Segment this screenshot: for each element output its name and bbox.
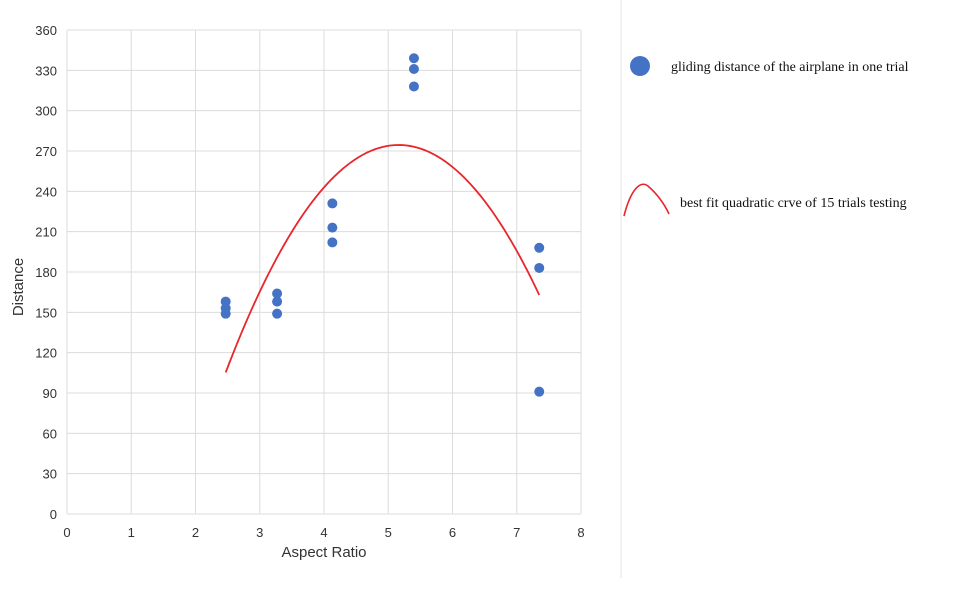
data-point	[272, 296, 283, 307]
x-tick-label: 8	[577, 525, 584, 540]
x-tick-label: 4	[320, 525, 327, 540]
y-tick-label: 330	[35, 63, 57, 78]
y-tick-label: 180	[35, 265, 57, 280]
y-tick-label: 300	[35, 104, 57, 119]
legend: gliding distance of the airplane in one …	[623, 56, 909, 217]
data-point	[272, 308, 283, 319]
y-tick-label: 90	[43, 386, 57, 401]
x-axis-ticks: 0 1 2 3 4 5 6 7 8	[63, 525, 584, 540]
y-tick-label: 150	[35, 305, 57, 320]
data-point	[327, 237, 338, 248]
y-tick-label: 240	[35, 184, 57, 199]
y-tick-label: 30	[43, 467, 57, 482]
x-tick-label: 7	[513, 525, 520, 540]
curve-layer	[224, 144, 541, 373]
x-tick-label: 3	[256, 525, 263, 540]
legend-item-curve: best fit quadratic crve of 15 trials tes…	[623, 183, 907, 217]
x-tick-label: 0	[63, 525, 70, 540]
data-point	[534, 262, 545, 273]
legend-label-points: gliding distance of the airplane in one …	[671, 60, 909, 75]
fit-curve	[224, 144, 541, 373]
x-tick-label: 1	[128, 525, 135, 540]
grid	[66, 29, 582, 515]
y-axis-ticks: 0 30 60 90 120 150 180 210 240 270 300 330 360	[35, 23, 57, 522]
y-tick-label: 0	[50, 507, 57, 522]
data-point	[408, 53, 419, 64]
data-point	[220, 308, 231, 319]
legend-label-curve: best fit quadratic crve of 15 trials tes…	[680, 196, 907, 211]
points-layer	[220, 53, 545, 397]
y-tick-label: 210	[35, 225, 57, 240]
y-tick-label: 360	[35, 23, 57, 38]
data-point	[408, 63, 419, 74]
y-tick-label: 120	[35, 346, 57, 361]
x-axis-title: Aspect Ratio	[281, 544, 366, 561]
y-tick-label: 60	[43, 426, 57, 441]
data-point	[534, 386, 545, 397]
legend-curve-swatch	[623, 183, 670, 217]
x-tick-label: 6	[449, 525, 456, 540]
x-tick-label: 2	[192, 525, 199, 540]
legend-point-swatch	[630, 56, 650, 76]
y-tick-label: 270	[35, 144, 57, 159]
data-point	[327, 198, 338, 209]
x-tick-label: 5	[385, 525, 392, 540]
data-point	[272, 288, 283, 299]
y-axis-title: Distance	[10, 258, 27, 316]
data-point	[327, 222, 338, 233]
legend-item-points: gliding distance of the airplane in one …	[630, 56, 909, 76]
data-point	[534, 242, 545, 253]
data-point	[408, 81, 419, 92]
